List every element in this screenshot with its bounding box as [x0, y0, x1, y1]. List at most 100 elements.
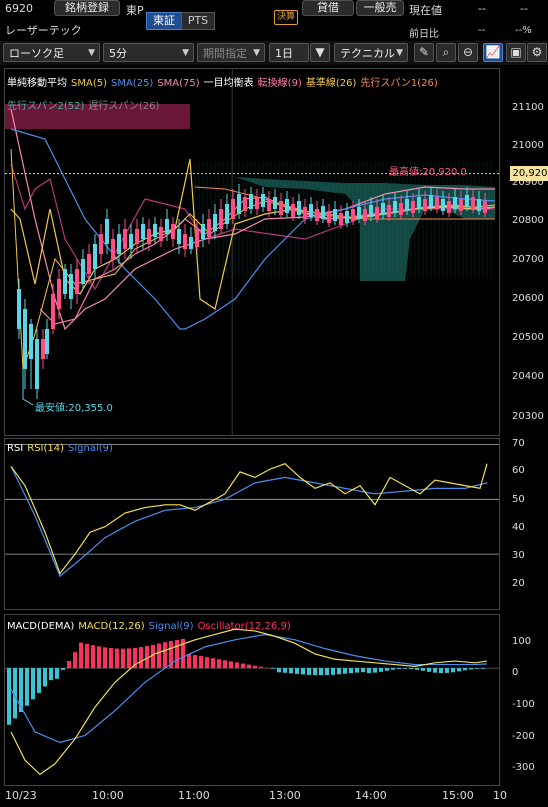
price-axis-tick-0: 21100	[512, 102, 544, 113]
macd-panel[interactable]: MACD(DEMA) MACD(12,26) Signal(9) Oscillator…	[4, 614, 500, 786]
rsi-line	[10, 462, 488, 575]
candle-body	[315, 209, 319, 221]
lend-button[interactable]: 貸借	[302, 0, 354, 16]
macd-oscillator-bar	[427, 668, 431, 672]
candle-body	[189, 237, 193, 249]
candle-body	[23, 309, 27, 369]
macd-oscillator-bar	[403, 668, 407, 669]
macd-oscillator-bar	[85, 643, 89, 669]
macd-legend-item-2: Signal(9)	[148, 621, 194, 632]
candle-body	[279, 201, 283, 215]
price-axis-tick-8: 20300	[512, 411, 544, 422]
search-icon[interactable]: ⌕	[436, 43, 456, 62]
macd-oscillator-bar	[295, 668, 299, 674]
candle-body	[345, 211, 349, 223]
macd-oscillator-bar	[385, 668, 389, 671]
rsi-axis-tick-2: 50	[512, 494, 525, 505]
main-legend2-item-1: 遅行スパン(26)	[88, 101, 160, 112]
candle-body	[177, 229, 181, 244]
tab-tse[interactable]: 東証	[146, 12, 182, 30]
candle-body	[213, 214, 217, 231]
technical-select[interactable]: テクニカル ▼	[334, 43, 408, 62]
time-label-1100: 11:00	[178, 789, 210, 802]
candle-body	[483, 201, 487, 213]
candle-body	[297, 201, 301, 215]
range-next-icon[interactable]: ▼	[310, 43, 330, 62]
candle-body	[219, 209, 223, 229]
time-label-1000: 10:00	[92, 789, 124, 802]
tab-pts[interactable]: PTS	[181, 12, 215, 30]
interval-select[interactable]: 5分 ▼	[103, 43, 194, 62]
candle-body	[135, 229, 139, 244]
candle-body	[57, 279, 61, 309]
macd-oscillator-bar	[13, 668, 17, 719]
price-axis-tick-6: 20500	[512, 332, 544, 343]
candle-body	[93, 244, 97, 269]
chart-icon[interactable]: 📈	[483, 43, 503, 62]
main-legend-2: 先行スパン2(52) 遅行スパン(26)	[7, 97, 163, 112]
macd-oscillator-bar	[205, 657, 209, 669]
macd-oscillator-bar	[349, 668, 353, 674]
rsi-panel[interactable]: RSI RSI(14) Signal(9)	[4, 438, 500, 610]
macd-oscillator-bar	[73, 652, 77, 669]
macd-legend: MACD(DEMA) MACD(12,26) Signal(9) Oscillator…	[7, 621, 295, 632]
general-sell-button[interactable]: 一般売	[356, 0, 404, 16]
rsi-legend-item-1: RSI(14)	[27, 443, 65, 454]
settings-icon[interactable]: ⚙	[527, 43, 547, 62]
ichimoku-cloud-bullish	[190, 149, 495, 281]
candle-body	[111, 239, 115, 259]
price-tag: 20,920	[510, 166, 548, 181]
chevron-down-icon: ▼	[182, 48, 189, 58]
candle-body	[165, 219, 169, 234]
main-legend-item-6: 基準線(26)	[305, 78, 357, 89]
pencil-icon[interactable]: ✎	[414, 43, 434, 62]
register-button[interactable]: 銘柄登録	[54, 0, 120, 16]
macd-oscillator-bar	[319, 668, 323, 676]
macd-oscillator-bar	[211, 658, 215, 669]
candle-body	[147, 229, 151, 244]
candle-body	[381, 203, 385, 215]
chart-type-select[interactable]: ローソク足 ▼	[3, 43, 100, 62]
macd-oscillator-bar	[133, 647, 137, 669]
rsi-legend: RSI RSI(14) Signal(9)	[7, 443, 117, 454]
save-icon[interactable]: ▣	[506, 43, 526, 62]
candle-body	[435, 197, 439, 209]
macd-oscillator-bar	[43, 668, 47, 687]
macd-oscillator-bar	[277, 668, 281, 673]
macd-oscillator-bar	[25, 668, 29, 706]
candle-body	[291, 204, 295, 217]
main-legend-item-4: 一目均衡表	[203, 78, 254, 89]
main-legend2-item-0: 先行スパン2(52)	[7, 101, 85, 112]
candle-body	[249, 194, 253, 209]
range-select[interactable]: 1日	[269, 43, 309, 62]
time-date: 10/23	[5, 789, 37, 802]
time-label-1400: 14:00	[355, 789, 387, 802]
price-axis: 21100 21000 20900 20800 20700 20600 20500 20400…	[502, 68, 548, 436]
candle-body	[141, 224, 145, 239]
time-label-end: 10	[493, 789, 507, 802]
rsi-axis-tick-1: 60	[512, 465, 525, 476]
candle-body	[429, 195, 433, 207]
macd-oscillator-bar	[151, 644, 155, 669]
candle-body	[45, 329, 49, 354]
candle-body	[411, 201, 415, 213]
macd-oscillator-bar	[259, 666, 263, 669]
main-legend-item-3: SMA(75)	[157, 78, 200, 89]
macd-oscillator-bar	[271, 668, 275, 669]
high-value-label: 最高値:20,920.0	[389, 167, 467, 178]
time-axis	[0, 786, 548, 807]
macd-oscillator-bar	[163, 642, 167, 669]
current-price-value: --	[478, 2, 486, 15]
candle-body	[399, 203, 403, 215]
main-legend-item-0: 単純移動平均	[7, 78, 67, 89]
macd-legend-item-0: MACD(DEMA)	[7, 621, 75, 632]
zoom-out-icon[interactable]: ⊖	[458, 43, 478, 62]
price-chart-panel[interactable]: 単純移動平均 SMA(5) SMA(25) SMA(75) 一目均衡表 転換線(9) 基準線…	[4, 68, 500, 436]
macd-oscillator-bar	[283, 668, 287, 673]
candle-body	[369, 205, 373, 217]
period-select[interactable]: 期間指定 ▼	[197, 43, 265, 62]
rsi-chart-svg	[5, 444, 499, 578]
main-legend: 単純移動平均 SMA(5) SMA(25) SMA(75) 一目均衡表 転換線(9) 基準線…	[7, 74, 442, 89]
macd-oscillator-bar	[439, 668, 443, 674]
candle-body	[327, 211, 331, 223]
